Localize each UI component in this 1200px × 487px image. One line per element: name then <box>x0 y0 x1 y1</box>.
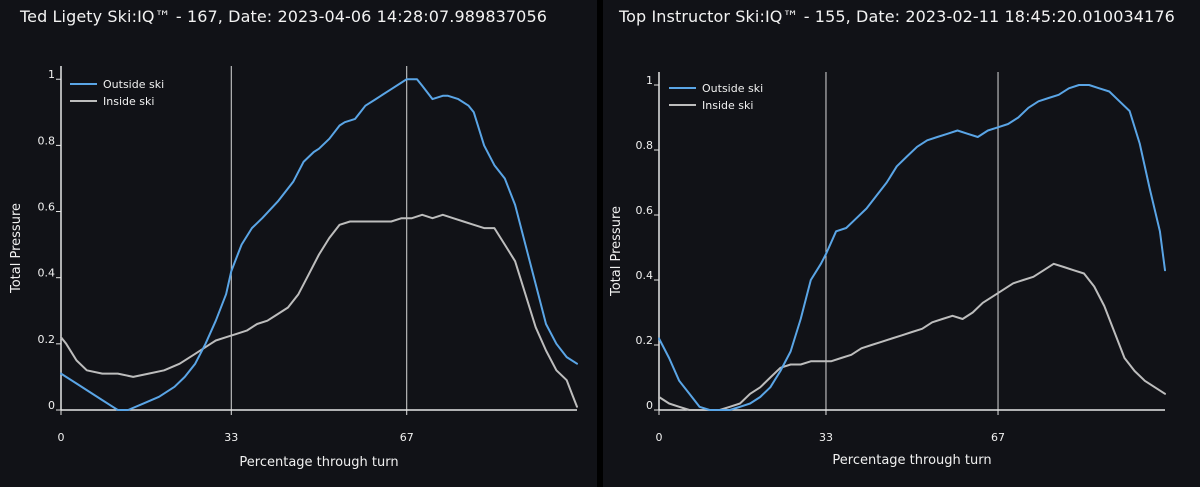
x-tick-label: 0 <box>58 431 65 444</box>
y-tick-label: 0.4 <box>38 267 56 280</box>
y-tick-label: 0 <box>646 399 653 412</box>
series-line-inside-ski <box>60 213 578 408</box>
x-tick-label: 0 <box>656 431 663 444</box>
y-tick-label: 0.2 <box>38 333 56 346</box>
y-tick-label: 0.6 <box>38 201 56 214</box>
chart-title: Top Instructor Ski:IQ™ - 155, Date: 2023… <box>619 7 1175 26</box>
x-tick-label: 33 <box>224 431 238 444</box>
y-tick-label: 0.8 <box>636 139 654 152</box>
y-tick-label: 0.8 <box>38 134 56 147</box>
chart-title: Ted Ligety Ski:IQ™ - 167, Date: 2023-04-… <box>20 7 548 26</box>
legend-label-inside-ski: Inside ski <box>103 95 154 108</box>
y-tick-label: 1 <box>48 68 55 81</box>
legend-label-inside-ski: Inside ski <box>702 99 753 112</box>
series-line-outside-ski <box>60 78 578 411</box>
y-tick-label: 0.6 <box>636 204 654 217</box>
y-tick-label: 0 <box>48 399 55 412</box>
y-tick-label: 0.4 <box>636 269 654 282</box>
y-axis-title: Total Pressure <box>9 203 24 294</box>
legend-label-outside-ski: Outside ski <box>702 82 763 95</box>
y-tick-label: 1 <box>646 74 653 87</box>
chart-panel-ted-ligety: Ted Ligety Ski:IQ™ - 167, Date: 2023-04-… <box>0 0 597 487</box>
y-tick-label: 0.2 <box>636 334 654 347</box>
x-tick-label: 67 <box>400 431 414 444</box>
x-tick-label: 33 <box>819 431 833 444</box>
x-axis-title: Percentage through turn <box>239 455 398 470</box>
series-line-inside-ski <box>658 262 1166 411</box>
chart-panel-top-instructor: Top Instructor Ski:IQ™ - 155, Date: 2023… <box>603 0 1200 487</box>
y-axis-title: Total Pressure <box>609 206 624 297</box>
x-tick-label: 67 <box>991 431 1005 444</box>
legend-label-outside-ski: Outside ski <box>103 78 164 91</box>
series-line-outside-ski <box>658 84 1166 411</box>
x-axis-title: Percentage through turn <box>832 453 991 468</box>
